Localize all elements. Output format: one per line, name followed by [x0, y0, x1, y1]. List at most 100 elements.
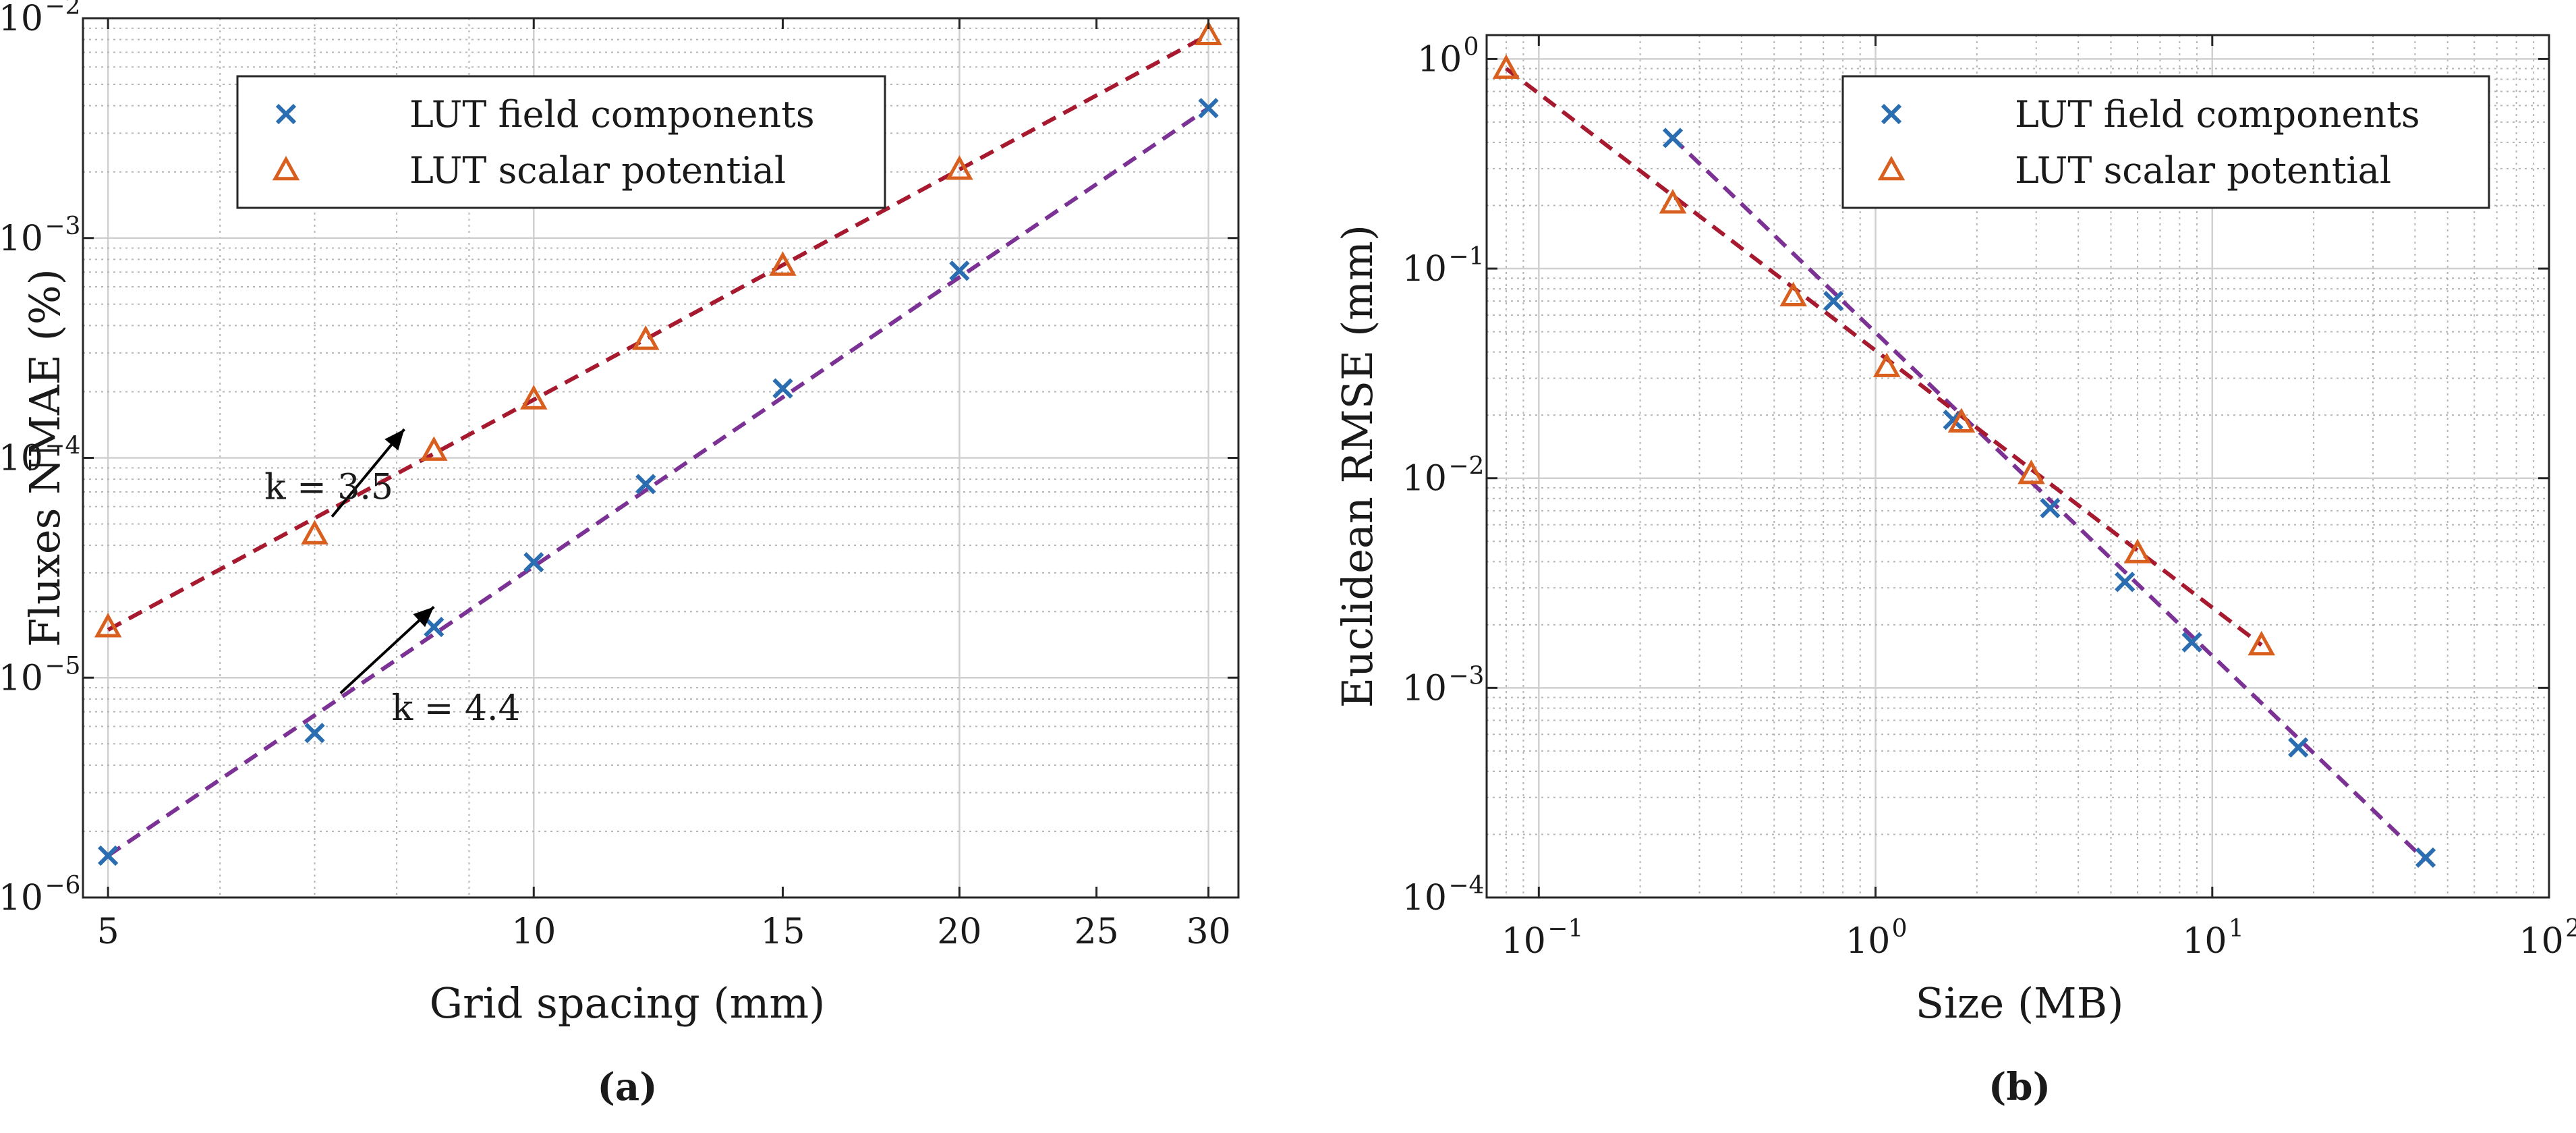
- annotation-label: k = 4.4: [392, 688, 521, 729]
- data-point-x-marker: [424, 617, 445, 638]
- data-point-triangle-marker: [769, 251, 797, 276]
- panel-label: (a): [597, 1065, 657, 1109]
- data-point-triangle-marker: [946, 155, 973, 180]
- annotation-arrowhead: [384, 429, 405, 451]
- series-field-components: [98, 98, 1219, 866]
- data-point-x-marker: [2181, 632, 2202, 653]
- data-point-triangle-marker: [1492, 54, 1520, 79]
- x-tick-label-base: 10: [1845, 921, 1890, 962]
- ticks: 10 −1 10 0 10 1 10 210 −410 −310 −210 −110 0: [1402, 33, 2576, 962]
- data-point-x-marker: [635, 474, 656, 495]
- data-point-x-marker: [1662, 128, 1684, 148]
- x-tick-label-base: 10: [1501, 921, 1546, 962]
- x-tick-label: 15: [760, 912, 805, 952]
- legend: LUT field components LUT scalar potential: [1841, 75, 2490, 209]
- fit-line-field-components: [107, 106, 1210, 858]
- legend-box: [236, 75, 886, 209]
- legend-label: LUT field components: [2015, 93, 2420, 136]
- legend-label: LUT field components: [409, 93, 815, 136]
- y-tick-label-exp: −2: [45, 0, 80, 20]
- y-tick-label-exp: −6: [45, 872, 80, 900]
- y-tick-label: 10 −4: [0, 433, 80, 479]
- y-tick-label: 10 −3: [1402, 662, 1485, 709]
- y-tick-label-exp: 0: [1464, 33, 1479, 61]
- data-point-triangle-marker: [2017, 459, 2045, 485]
- x-tick-label: 5: [97, 912, 119, 952]
- data-point-x-marker: [2040, 497, 2061, 519]
- y-tick-label-exp: −3: [45, 213, 80, 240]
- y-tick-label-base: 10: [0, 439, 43, 479]
- y-tick-label-exp: −3: [1448, 662, 1484, 690]
- data-point-x-marker: [2115, 572, 2136, 592]
- panel-label: (b): [1988, 1065, 2051, 1109]
- legend-label: LUT scalar potential: [409, 149, 786, 192]
- data-point-x-marker: [304, 723, 325, 744]
- legend: LUT field components LUT scalar potential: [236, 75, 886, 209]
- fit-line-field-components: [1671, 136, 2428, 862]
- data-point-triangle-marker: [1872, 352, 1901, 377]
- x-tick-label: 20: [937, 912, 981, 952]
- x-tick-label: 10: [511, 912, 556, 952]
- y-tick-label: 10 −2: [0, 0, 80, 39]
- x-tick-label: 10 2: [2519, 915, 2576, 962]
- annotation-arrowhead: [413, 607, 434, 628]
- data-point-triangle-marker: [420, 436, 448, 461]
- series-scalar-potential: [1492, 54, 2275, 656]
- data-point-x-marker: [772, 378, 793, 399]
- y-tick-label: 10 −5: [0, 652, 80, 698]
- legend-x-marker: [275, 103, 297, 125]
- data-point-triangle-marker: [2123, 538, 2152, 563]
- y-tick-label: 10 0: [1417, 33, 1479, 80]
- x-tick-label-exp: 1: [2229, 915, 2244, 943]
- y-tick-label: 10 −2: [1402, 453, 1485, 499]
- legend-label: LUT scalar potential: [2015, 149, 2391, 192]
- x-tick-label: 10 0: [1845, 915, 1907, 962]
- annotation-arrow: [339, 605, 435, 694]
- y-tick-label-base: 10: [0, 0, 43, 39]
- data-point-triangle-marker: [520, 385, 548, 410]
- y-tick-label-base: 10: [0, 219, 43, 259]
- y-tick-label-base: 10: [1402, 878, 1447, 918]
- data-point-triangle-marker: [94, 613, 122, 638]
- fit-line-scalar-potential: [107, 33, 1210, 632]
- x-axis-label: Grid spacing (mm): [430, 978, 826, 1028]
- data-point-triangle-marker: [1659, 189, 1687, 214]
- data-point-triangle-marker: [2248, 630, 2275, 656]
- y-tick-label-exp: −4: [45, 433, 80, 460]
- legend-box: [1841, 75, 2490, 209]
- y-axis-label: Euclidean RMSE (mm): [1333, 225, 1382, 708]
- data-point-x-marker: [98, 845, 119, 866]
- legend-triangle-marker: [272, 155, 300, 181]
- x-tick-label-base: 10: [2519, 921, 2564, 962]
- x-tick-label: 10 1: [2182, 915, 2243, 962]
- y-tick-label: 10 −3: [0, 213, 80, 259]
- y-tick-label-base: 10: [1417, 39, 1462, 80]
- legend-triangle-marker: [1877, 155, 1906, 181]
- data-point-triangle-marker: [301, 520, 328, 545]
- series-scalar-potential: [94, 20, 1222, 638]
- annotations: k = 3.5 k = 4.4: [264, 428, 521, 729]
- y-tick-label-base: 10: [0, 878, 43, 918]
- data-point-triangle-marker: [1779, 281, 1807, 306]
- data-point-x-marker: [2288, 737, 2309, 758]
- annotation-label: k = 3.5: [264, 468, 393, 508]
- data-point-triangle-marker: [1195, 20, 1222, 45]
- x-tick-label-exp: 2: [2565, 915, 2576, 943]
- y-tick-label-exp: −4: [1448, 872, 1484, 900]
- axes-frame: [1485, 34, 2550, 899]
- data-point-x-marker: [949, 260, 970, 281]
- data-point-x-marker: [1823, 291, 1844, 312]
- data-point-x-marker: [1198, 98, 1219, 119]
- y-tick-label-exp: −5: [45, 652, 80, 680]
- data-point-x-marker: [2415, 847, 2436, 868]
- y-tick-label-exp: −1: [1448, 243, 1484, 271]
- data-point-triangle-marker: [1947, 408, 1976, 433]
- x-tick-label-exp: −1: [1547, 915, 1583, 943]
- y-tick-label-base: 10: [0, 658, 43, 698]
- y-tick-label-base: 10: [1402, 668, 1447, 709]
- y-tick-label: 10 −1: [1402, 243, 1485, 289]
